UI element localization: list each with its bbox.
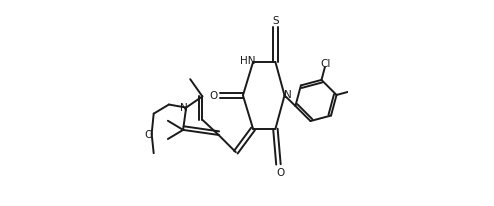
Text: O: O xyxy=(276,167,285,177)
Text: Cl: Cl xyxy=(321,59,331,69)
Text: O: O xyxy=(209,91,218,101)
Text: N: N xyxy=(285,89,292,99)
Text: HN: HN xyxy=(240,56,255,66)
Text: O: O xyxy=(144,129,152,139)
Text: N: N xyxy=(180,102,188,112)
Text: S: S xyxy=(272,16,279,26)
